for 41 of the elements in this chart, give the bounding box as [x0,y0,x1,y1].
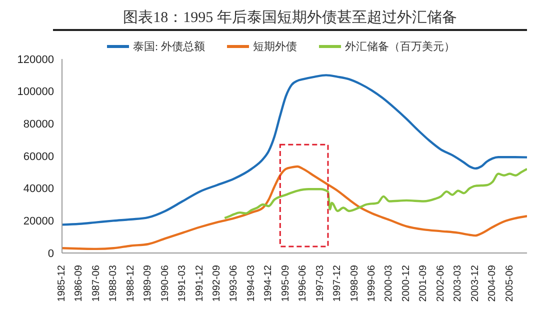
x-tick-label: 1994-12 [263,264,274,302]
x-tick-label: 1993-06 [228,264,240,302]
x-tick-label: 1988-03 [108,264,120,302]
x-tick-label: 2002-06 [435,264,446,302]
x-tick-label: 2000-03 [384,264,395,302]
x-tick-label: 2005-06 [504,264,516,302]
y-tick-label: 80000 [23,118,54,131]
x-tick-label: 1985-12 [56,264,68,302]
x-tick-label: 1992-09 [212,264,222,302]
x-tick-label: 2004-09 [487,264,498,302]
x-tick-label: 1986-09 [74,264,85,302]
legend-label: 泰国: 外债总额 [133,40,205,54]
y-tick-label: 40000 [23,183,54,196]
line-series [224,168,527,220]
x-tick-label: 1990-06 [160,264,171,302]
chart-title: 图表18：1995 年后泰国短期外债甚至超过外汇储备 [53,8,527,31]
y-tick-label: 100000 [17,86,54,98]
legend-label: 短期外债 [252,40,297,54]
y-tick-label: 60000 [23,150,54,163]
y-tick-label: 0 [48,248,54,260]
legend-label: 外汇储备（百万美元） [344,40,455,54]
x-tick-label: 1995-09 [280,264,292,302]
x-tick-label: 1998-09 [349,264,360,302]
x-tick-label: 2003-03 [452,264,464,302]
x-tick-label: 2003-12 [470,264,481,302]
x-tick-label: 1997-12 [332,264,344,302]
x-tick-label: 2000-12 [400,264,412,302]
y-tick-label: 120000 [17,54,54,66]
x-tick-label: 1999-06 [366,264,378,302]
y-tick-label: 20000 [23,216,54,228]
x-tick-label: 1994-03 [246,264,257,302]
x-tick-label: 1991-03 [177,264,188,302]
x-tick-label: 1987-06 [90,264,102,302]
x-tick-label: 1996-06 [298,264,309,302]
x-tick-label: 1997-03 [314,264,326,302]
line-series [62,165,527,250]
x-tick-label: 1988-12 [125,264,136,302]
x-tick-label: 1989-09 [142,264,154,302]
x-tick-label: 2001-09 [418,264,430,302]
line-series [62,74,527,226]
x-tick-label: 1991-12 [194,264,206,302]
